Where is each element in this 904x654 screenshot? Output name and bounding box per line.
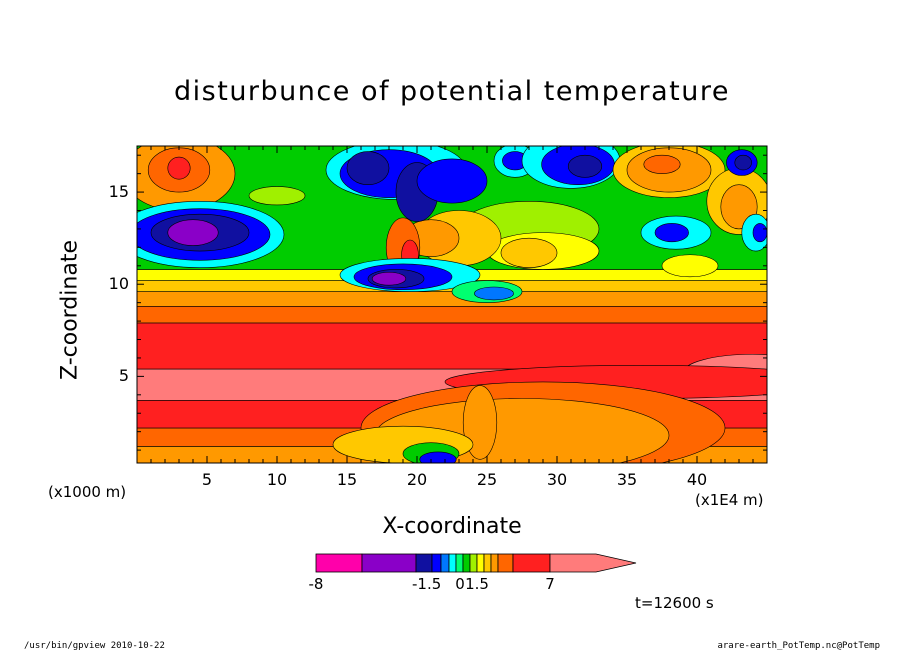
contour-field: [137, 146, 767, 463]
colorbar-swatch-9: [476, 553, 485, 573]
colorbar-label: 0: [455, 575, 465, 593]
contour-region-22: [371, 271, 407, 286]
colorbar-swatch-10: [483, 553, 492, 573]
colorbar-swatch-1: [361, 553, 417, 573]
footer-source: arare-earth_PotTemp.nc@PotTemp: [717, 641, 880, 651]
x-tick-label: 25: [476, 470, 498, 489]
x-tick-label: 30: [546, 470, 568, 489]
colorbar: [315, 553, 637, 573]
x-tick-label: 15: [336, 470, 358, 489]
contour-region-29: [567, 154, 603, 178]
time-label: t=12600 s: [635, 594, 714, 612]
contour-region-50: [419, 451, 457, 463]
contour-region-40: [752, 223, 767, 243]
colorbar-swatch-7: [462, 553, 471, 573]
colorbar-swatch-4: [440, 553, 450, 573]
contour-region-24: [474, 286, 514, 301]
x-tick-label: 5: [201, 470, 213, 489]
colorbar-swatch-13: [512, 553, 551, 573]
x-tick-label: 35: [616, 470, 638, 489]
colorbar-swatch-2: [415, 553, 433, 573]
contour-region-41: [248, 186, 306, 206]
x-tick-label: 10: [266, 470, 288, 489]
contour-region-18: [416, 158, 488, 204]
contour-region-38: [654, 223, 689, 243]
contour-region-36: [734, 154, 752, 171]
contour-region-32: [643, 154, 681, 174]
plot-frame: [136, 145, 768, 464]
chart-title: disturbunce of potential temperature: [174, 76, 730, 107]
contour-band-5: [137, 306, 767, 324]
contour-region-2: [167, 156, 191, 180]
contour-region-16: [346, 151, 390, 186]
contour-band-6: [137, 291, 767, 307]
axis-ticks: [137, 146, 767, 463]
x-axis-label: X-coordinate: [382, 514, 522, 539]
contour-band-4: [137, 322, 767, 370]
colorbar-swatch-11: [490, 553, 499, 573]
x-axis-unit: (x1E4 m): [695, 491, 764, 509]
contour-region-9: [500, 237, 558, 268]
contour-region-42: [661, 254, 719, 278]
x-tick-label: 40: [686, 470, 708, 489]
colorbar-label: -1.5: [412, 575, 442, 593]
footer-command: /usr/bin/gpview 2010-10-22: [24, 641, 165, 651]
colorbar-label: 1.5: [465, 575, 489, 593]
y-tick-label: 5: [118, 366, 129, 386]
colorbar-swatch-0: [315, 553, 363, 573]
colorbar-swatch-14: [549, 553, 637, 573]
colorbar-swatch-12: [497, 553, 514, 573]
colorbar-swatch-8: [469, 553, 478, 573]
y-axis-unit: (x1000 m): [48, 483, 127, 501]
x-tick-label: 20: [406, 470, 428, 489]
y-tick-label: 10: [108, 274, 129, 294]
colorbar-label: -8: [308, 575, 324, 593]
colorbar-swatch-3: [431, 553, 442, 573]
colorbar-swatch-5: [448, 553, 457, 573]
y-tick-label: 15: [108, 182, 129, 202]
contour-region-6: [167, 219, 219, 246]
colorbar-label: 7: [545, 575, 555, 593]
colorbar-swatch-6: [455, 553, 464, 573]
